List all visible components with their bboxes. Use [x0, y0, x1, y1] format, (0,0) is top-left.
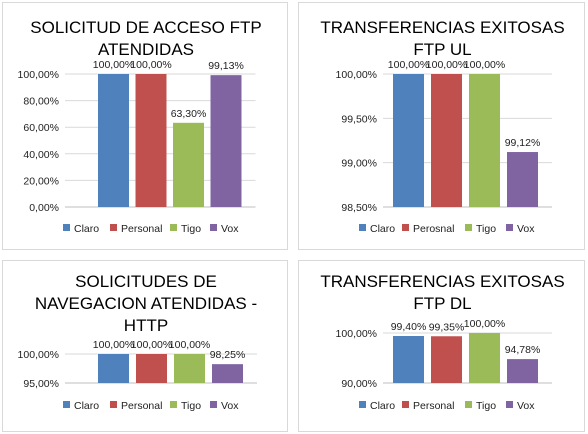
legend-label: Tigo	[476, 400, 496, 412]
bar-vox	[507, 152, 538, 207]
y-tick-label: 0,00%	[29, 202, 59, 214]
data-label: 99,13%	[208, 60, 244, 72]
chart-panel-ftp-dl: TRANSFERENCIAS EXITOSAS FTP DL 90,00% 100,0…	[298, 260, 585, 432]
y-tick-label: 20,00%	[23, 175, 59, 187]
chart-title-line: FTP DL	[413, 294, 471, 313]
legend-label: Claro	[370, 400, 395, 412]
data-label: 99,40%	[391, 321, 427, 333]
legend-swatch	[402, 224, 409, 231]
chart-title-line: TRANSFERENCIAS EXITOSAS	[320, 272, 564, 291]
bar-claro	[393, 74, 424, 207]
legend-swatch	[465, 401, 472, 408]
chart-title-line: SOLICITUD DE ACCESO FTP	[30, 18, 261, 37]
chart-panel-ftp-ul: TRANSFERENCIAS EXITOSAS FTP UL 98,50% 99,00…	[298, 2, 585, 250]
data-label: 63,30%	[171, 108, 207, 120]
y-tick-label: 99,50%	[341, 113, 377, 125]
bar-personal	[136, 354, 167, 383]
bar-tigo	[469, 333, 500, 383]
legend-label: Tigo	[181, 223, 201, 235]
bar-vox	[212, 364, 243, 383]
legend-label: Personal	[413, 400, 454, 412]
bar-tigo	[174, 354, 205, 383]
legend-label: Vox	[221, 400, 239, 412]
legend-swatch	[210, 401, 217, 408]
data-label: 98,25%	[210, 349, 246, 361]
y-tick-label: 100,00%	[336, 69, 377, 81]
data-label: 100,00%	[93, 59, 134, 71]
legend-swatch	[402, 401, 409, 408]
y-tick-label: 100,00%	[18, 69, 59, 81]
y-tick-label: 99,00%	[341, 158, 377, 170]
legend-label: Personal	[121, 400, 162, 412]
legend-label: Vox	[517, 400, 535, 412]
y-tick-label: 80,00%	[23, 96, 59, 108]
legend-swatch	[63, 224, 70, 231]
legend-label: Personal	[121, 223, 162, 235]
legend-swatch	[63, 401, 70, 408]
legend-label: Claro	[74, 223, 99, 235]
chart-title-line: SOLICITUDES DE	[75, 272, 217, 291]
data-label: 100,00%	[426, 59, 467, 71]
legend-swatch	[170, 224, 177, 231]
bar-perosnal	[431, 74, 462, 207]
bar-claro	[393, 336, 424, 383]
legend-swatch	[110, 224, 117, 231]
legend-swatch	[465, 224, 472, 231]
legend-swatch	[359, 224, 366, 231]
data-label: 100,00%	[130, 59, 171, 71]
chart-title-line: NAVEGACION ATENDIDAS -	[35, 294, 257, 313]
bar-claro	[98, 354, 129, 383]
bar-vox	[210, 75, 242, 207]
y-tick-label: 40,00%	[23, 149, 59, 161]
data-label: 100,00%	[131, 339, 172, 351]
bar-claro	[98, 74, 129, 207]
legend-label: Vox	[221, 223, 239, 235]
data-label: 99,35%	[429, 321, 465, 333]
y-tick-label: 100,00%	[18, 349, 59, 361]
data-label: 100,00%	[169, 339, 210, 351]
chart-title-line: HTTP	[124, 316, 168, 335]
bar-personal	[135, 74, 167, 207]
legend-label: Claro	[370, 223, 395, 235]
data-label: 94,78%	[505, 344, 541, 356]
data-label: 100,00%	[464, 59, 505, 71]
legend-label: Tigo	[476, 223, 496, 235]
legend-label: Perosnal	[413, 223, 454, 235]
data-label: 100,00%	[388, 59, 429, 71]
legend-swatch	[359, 401, 366, 408]
y-tick-label: 98,50%	[341, 202, 377, 214]
data-label: 100,00%	[464, 318, 505, 330]
data-label: 99,12%	[505, 137, 541, 149]
y-tick-label: 90,00%	[341, 378, 377, 390]
chart-panel-ftp-access: SOLICITUD DE ACCESO FTP ATENDIDAS 0,00% 20,…	[2, 2, 288, 250]
chart-title-line: ATENDIDAS	[98, 40, 194, 59]
legend-label: Tigo	[181, 400, 201, 412]
chart-panel-http: SOLICITUDES DE NAVEGACION ATENDIDAS - HTTP…	[2, 260, 288, 432]
legend-swatch	[506, 224, 513, 231]
bar-tigo	[469, 74, 500, 207]
bar-vox	[507, 359, 538, 383]
legend-swatch	[210, 224, 217, 231]
chart-svg-ftp-access: SOLICITUD DE ACCESO FTP ATENDIDAS 0,00% 20,…	[18, 18, 262, 235]
chart-svg-ftp-dl: TRANSFERENCIAS EXITOSAS FTP DL 90,00% 100,0…	[320, 272, 564, 412]
y-tick-label: 60,00%	[23, 122, 59, 134]
chart-title-line: FTP UL	[413, 40, 471, 59]
data-label: 100,00%	[93, 339, 134, 351]
chart-svg-ftp-ul: TRANSFERENCIAS EXITOSAS FTP UL 98,50% 99,00…	[320, 18, 564, 235]
chart-title-line: TRANSFERENCIAS EXITOSAS	[320, 18, 564, 37]
legend-swatch	[110, 401, 117, 408]
legend-swatch	[170, 401, 177, 408]
bar-personal	[431, 336, 462, 383]
legend-swatch	[506, 401, 513, 408]
bar-tigo	[173, 122, 204, 207]
y-tick-label: 100,00%	[336, 328, 377, 340]
chart-svg-http: SOLICITUDES DE NAVEGACION ATENDIDAS - HTTP…	[18, 272, 258, 412]
legend-label: Claro	[74, 400, 99, 412]
y-tick-label: 95,00%	[23, 378, 59, 390]
legend-label: Vox	[517, 223, 535, 235]
